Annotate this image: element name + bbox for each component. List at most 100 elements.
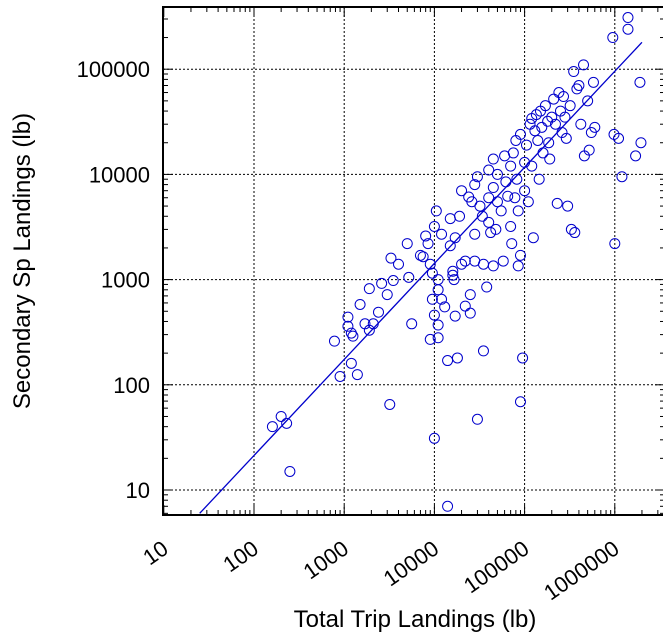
data-point xyxy=(401,238,413,250)
data-point xyxy=(507,147,519,159)
y-tick-label: 100000 xyxy=(77,57,150,82)
data-point xyxy=(613,132,625,144)
x-tick-label: 100000 xyxy=(459,536,533,599)
data-point xyxy=(506,238,518,250)
data-point xyxy=(477,345,489,357)
data-point xyxy=(385,252,397,264)
y-tick-label: 1000 xyxy=(101,268,150,293)
data-layer xyxy=(199,12,647,514)
data-point xyxy=(526,160,538,172)
data-point xyxy=(342,320,354,332)
data-point xyxy=(284,465,296,477)
x-tick-label: 1000 xyxy=(299,536,353,585)
data-point xyxy=(456,185,468,197)
data-point xyxy=(622,23,634,35)
data-point xyxy=(430,205,442,217)
x-axis-title: Total Trip Landings (lb) xyxy=(294,606,537,633)
data-point xyxy=(372,306,384,318)
data-point xyxy=(454,210,466,222)
data-point xyxy=(439,301,451,313)
data-point xyxy=(444,240,456,252)
data-point xyxy=(447,269,459,281)
data-point xyxy=(367,318,379,330)
data-point xyxy=(354,298,366,310)
data-point xyxy=(342,311,354,323)
data-point xyxy=(551,197,563,209)
data-point xyxy=(514,396,526,408)
data-point xyxy=(447,265,459,277)
data-point xyxy=(469,179,481,191)
data-point xyxy=(549,118,561,130)
data-point xyxy=(583,144,595,156)
data-point xyxy=(575,118,587,130)
data-point xyxy=(505,220,517,232)
data-point xyxy=(532,135,544,147)
data-point xyxy=(511,173,523,185)
data-point xyxy=(607,32,619,44)
data-point xyxy=(558,91,570,103)
data-point xyxy=(502,190,514,202)
data-point xyxy=(459,255,471,267)
data-point xyxy=(428,220,440,232)
data-point xyxy=(512,260,524,272)
data-point xyxy=(266,421,278,433)
data-point xyxy=(387,275,399,287)
data-point xyxy=(616,171,628,183)
data-point xyxy=(514,249,526,261)
data-point xyxy=(517,352,529,364)
data-point xyxy=(363,283,375,295)
data-point xyxy=(483,216,495,228)
data-point xyxy=(422,238,434,250)
data-point xyxy=(609,238,621,250)
data-point xyxy=(384,398,396,410)
data-point xyxy=(436,293,448,305)
data-point xyxy=(587,76,599,88)
data-point xyxy=(491,168,503,180)
data-point xyxy=(483,164,495,176)
data-point xyxy=(487,260,499,272)
y-axis-title: Secondary Sp Landings (lb) xyxy=(9,113,36,409)
data-point xyxy=(565,223,577,235)
data-point xyxy=(519,185,531,197)
data-point xyxy=(464,289,476,301)
x-tick-label: 10000 xyxy=(379,536,443,592)
data-point xyxy=(448,274,460,286)
data-point xyxy=(630,150,642,162)
data-point xyxy=(505,160,517,172)
x-tick-label: 100 xyxy=(218,536,262,578)
data-point xyxy=(432,284,444,296)
data-point xyxy=(417,251,429,263)
data-point xyxy=(334,370,346,382)
data-point xyxy=(449,232,461,244)
data-point xyxy=(543,137,555,149)
data-point xyxy=(509,192,521,204)
x-tick-label: 1000000 xyxy=(539,536,624,606)
data-point xyxy=(487,153,499,165)
data-point xyxy=(578,59,590,71)
data-point xyxy=(363,324,375,336)
data-point xyxy=(456,258,468,270)
data-point xyxy=(514,128,526,140)
data-point xyxy=(442,500,454,512)
data-point xyxy=(432,332,444,344)
plot-frame xyxy=(162,6,663,516)
data-point xyxy=(426,267,438,279)
data-point xyxy=(449,310,461,322)
data-point xyxy=(428,309,440,321)
data-point xyxy=(533,173,545,185)
data-point xyxy=(485,227,497,239)
data-point xyxy=(556,127,568,139)
data-point xyxy=(420,230,432,242)
data-point xyxy=(582,95,594,107)
data-point xyxy=(573,79,585,91)
data-point xyxy=(527,232,539,244)
data-point xyxy=(512,205,524,217)
data-point xyxy=(345,357,357,369)
data-point xyxy=(432,319,444,331)
data-point xyxy=(544,153,556,165)
data-point xyxy=(490,223,502,235)
data-point xyxy=(500,176,512,188)
plot-area-background xyxy=(163,7,663,515)
